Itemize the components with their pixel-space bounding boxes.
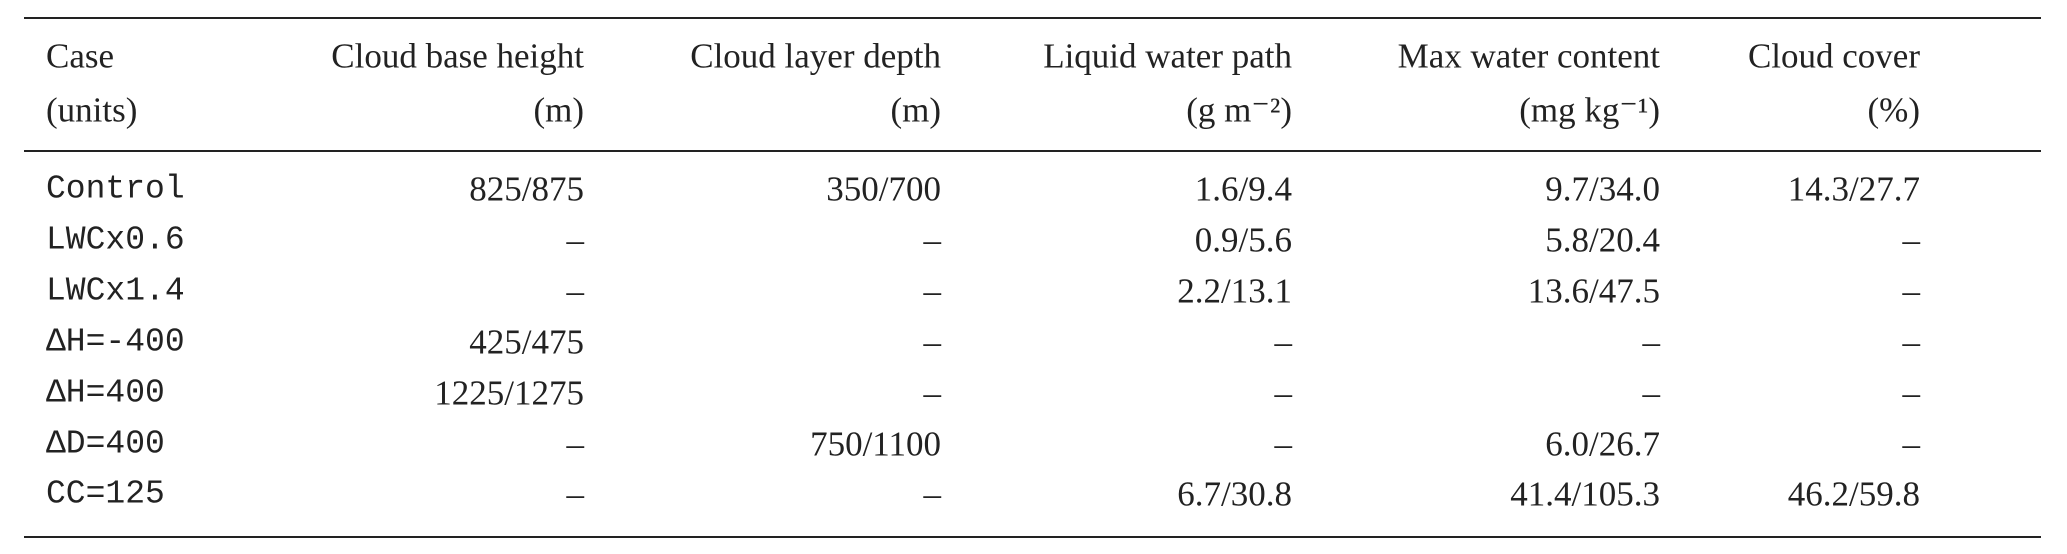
cell-value: 6.0/26.7 — [1545, 424, 1660, 464]
cell-value: 1.6/9.4 — [1194, 169, 1292, 209]
case-name: LWCx1.4 — [46, 272, 185, 310]
cell-value: – — [566, 474, 585, 514]
case-name: LWCx0.6 — [46, 221, 185, 259]
cell-value: – — [566, 271, 585, 311]
cell-value: 41.4/105.3 — [1510, 474, 1660, 514]
cell-value: – — [566, 424, 585, 464]
column-units: (mg kg⁻¹) — [1519, 90, 1660, 130]
cell-value: 825/875 — [469, 169, 584, 209]
column-units: (%) — [1867, 90, 1920, 130]
column-header: Max water content — [1397, 36, 1660, 76]
cell-value: – — [923, 474, 942, 514]
column-header: Case — [46, 36, 115, 76]
column-units: (g m⁻²) — [1186, 90, 1292, 130]
case-name: ΔH=-400 — [46, 323, 185, 361]
column-header: Cloud cover — [1747, 36, 1920, 76]
case-name: ΔH=400 — [46, 374, 165, 412]
cell-value: 46.2/59.8 — [1787, 474, 1920, 514]
cell-value: – — [1274, 322, 1293, 362]
cell-value: 14.3/27.7 — [1787, 169, 1920, 209]
column-header: Liquid water path — [1043, 36, 1292, 76]
cell-value: – — [1902, 373, 1921, 413]
top-rule — [24, 17, 2041, 19]
bottom-rule — [24, 536, 2041, 538]
column-header: Cloud base height — [331, 36, 584, 76]
column-header: Cloud layer depth — [690, 36, 941, 76]
cell-value: 2.2/13.1 — [1177, 271, 1292, 311]
cell-value: – — [1642, 322, 1661, 362]
cell-value: 5.8/20.4 — [1545, 220, 1660, 260]
case-name: Control — [46, 170, 185, 208]
cell-value: – — [923, 322, 942, 362]
cell-value: – — [923, 373, 942, 413]
cell-value: 13.6/47.5 — [1527, 271, 1660, 311]
column-units: (m) — [890, 90, 941, 130]
cell-value: – — [1902, 220, 1921, 260]
cell-value: 1225/1275 — [434, 373, 584, 413]
column-units: (m) — [533, 90, 584, 130]
cell-value: 0.9/5.6 — [1194, 220, 1292, 260]
cell-value: 350/700 — [826, 169, 941, 209]
mid-rule — [24, 150, 2041, 152]
cell-value: 750/1100 — [810, 424, 941, 464]
cell-value: – — [923, 271, 942, 311]
cell-value: – — [1642, 373, 1661, 413]
cell-value: – — [566, 220, 585, 260]
column-units: (units) — [46, 90, 138, 130]
case-name: CC=125 — [46, 475, 165, 513]
cell-value: – — [1274, 424, 1293, 464]
cell-value: – — [923, 220, 942, 260]
cell-value: 6.7/30.8 — [1177, 474, 1292, 514]
cell-value: – — [1902, 322, 1921, 362]
cell-value: 425/475 — [469, 322, 584, 362]
case-name: ΔD=400 — [46, 425, 165, 463]
cell-value: – — [1902, 271, 1921, 311]
cell-value: 9.7/34.0 — [1545, 169, 1660, 209]
cell-value: – — [1902, 424, 1921, 464]
cell-value: – — [1274, 373, 1293, 413]
